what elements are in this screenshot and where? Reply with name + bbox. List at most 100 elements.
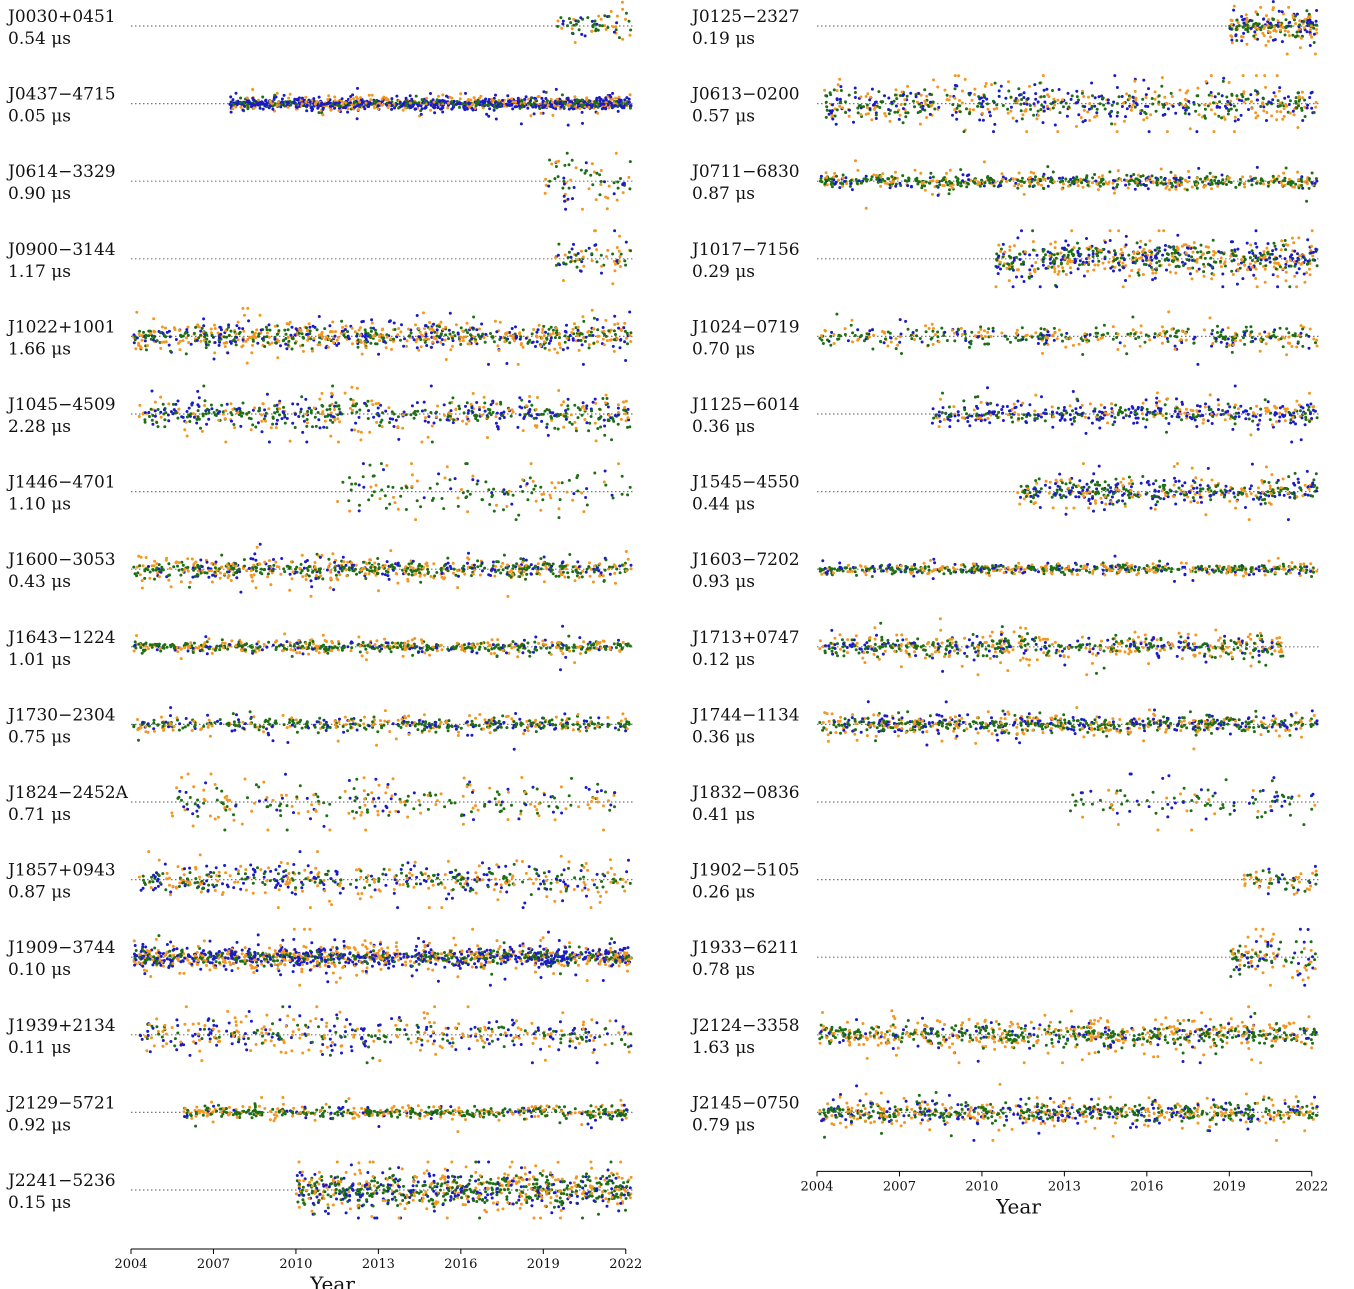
residual-point-orange	[202, 788, 206, 792]
residual-point-blue	[590, 19, 594, 23]
residual-point-orange	[507, 408, 511, 412]
residual-point-blue	[470, 650, 474, 654]
residual-point-orange	[609, 10, 613, 13]
residual-point-orange	[408, 101, 412, 105]
residual-point-orange	[626, 557, 630, 561]
residual-point-orange	[582, 510, 586, 514]
residual-point-green	[132, 723, 136, 727]
residual-point-green	[232, 813, 235, 817]
residual-point-green	[147, 334, 151, 338]
residual-point-green	[337, 404, 341, 408]
residual-point-orange	[606, 248, 610, 252]
residual-point-blue	[260, 648, 264, 652]
residual-point-orange	[327, 94, 331, 98]
residual-point-orange	[628, 33, 632, 37]
residual-point-orange	[534, 499, 538, 503]
residual-point-blue	[337, 564, 341, 568]
residual-point-orange	[556, 19, 560, 23]
residual-point-green	[414, 94, 418, 98]
residual-point-blue	[324, 729, 328, 732]
residual-point-orange	[403, 644, 407, 648]
residual-point-orange	[548, 332, 552, 336]
residual-point-orange	[516, 655, 520, 659]
residual-point-orange	[369, 98, 373, 102]
residual-point-orange	[341, 325, 345, 329]
residual-point-green	[350, 646, 354, 650]
residual-point-green	[576, 19, 580, 23]
residual-point-orange	[510, 572, 514, 576]
residual-point-green	[413, 646, 417, 650]
residual-point-orange	[138, 344, 142, 348]
residual-point-green	[553, 336, 557, 340]
residual-point-blue	[494, 117, 498, 121]
residual-point-green	[409, 331, 413, 335]
residual-point-green	[527, 649, 531, 653]
residual-point-blue	[522, 417, 526, 420]
residual-point-orange	[373, 561, 377, 565]
residual-point-green	[608, 808, 612, 812]
residual-point-orange	[184, 336, 188, 340]
residual-point-green	[447, 337, 450, 341]
residual-point-blue	[566, 197, 570, 201]
residual-point-orange	[623, 321, 627, 325]
residual-point-orange	[360, 352, 364, 356]
residual-point-green	[529, 96, 533, 100]
residual-point-orange	[557, 481, 561, 485]
pulsar-rms: 2.28 μs	[8, 417, 71, 437]
residual-point-blue	[393, 792, 397, 796]
residual-point-orange	[570, 331, 574, 335]
residual-point-orange	[564, 567, 568, 571]
residual-point-green	[358, 503, 361, 507]
residual-point-orange	[469, 402, 473, 406]
residual-point-green	[511, 493, 515, 497]
residual-point-orange	[227, 574, 231, 578]
residual-point-green	[456, 504, 460, 508]
residual-point-orange	[241, 306, 245, 310]
residual-point-orange	[224, 440, 228, 444]
residual-point-orange	[550, 162, 554, 166]
residual-point-green	[542, 324, 546, 328]
residual-point-green	[320, 403, 324, 407]
residual-point-green	[519, 723, 523, 727]
residual-point-green	[237, 720, 241, 724]
residual-point-blue	[516, 425, 520, 429]
residual-point-green	[435, 571, 439, 574]
residual-point-blue	[478, 408, 481, 412]
residual-point-blue	[564, 655, 568, 659]
residual-point-blue	[466, 733, 470, 737]
residual-point-blue	[593, 397, 597, 401]
residual-point-green	[568, 553, 572, 556]
residual-point-green	[323, 415, 327, 419]
residual-point-blue	[271, 739, 275, 743]
residual-point-green	[492, 487, 496, 491]
residual-point-orange	[596, 724, 599, 728]
residual-point-orange	[619, 417, 623, 421]
residual-point-orange	[266, 828, 270, 832]
residual-point-green	[404, 569, 408, 573]
residual-point-green	[405, 720, 409, 724]
residual-point-green	[592, 646, 596, 650]
residual-point-orange	[327, 565, 331, 569]
residual-point-orange	[497, 98, 501, 102]
residual-point-blue	[544, 330, 547, 334]
residual-point-blue	[309, 579, 313, 583]
residual-point-green	[580, 575, 584, 579]
residual-point-orange	[531, 479, 535, 483]
residual-point-green	[560, 724, 564, 728]
residual-point-green	[534, 730, 538, 734]
residual-point-green	[359, 718, 363, 722]
residual-point-orange	[206, 725, 210, 729]
residual-point-green	[364, 577, 368, 580]
residual-point-orange	[439, 643, 443, 647]
residual-point-orange	[482, 395, 486, 399]
residual-point-orange	[558, 343, 562, 346]
residual-point-green	[626, 493, 630, 497]
residual-point-green	[341, 725, 345, 728]
residual-point-green	[488, 503, 492, 506]
residual-point-orange	[269, 426, 273, 430]
residual-point-green	[276, 332, 279, 336]
residual-point-blue	[506, 94, 510, 98]
residual-point-green	[267, 640, 271, 644]
residual-point-green	[431, 496, 435, 500]
residual-point-orange	[624, 412, 627, 416]
